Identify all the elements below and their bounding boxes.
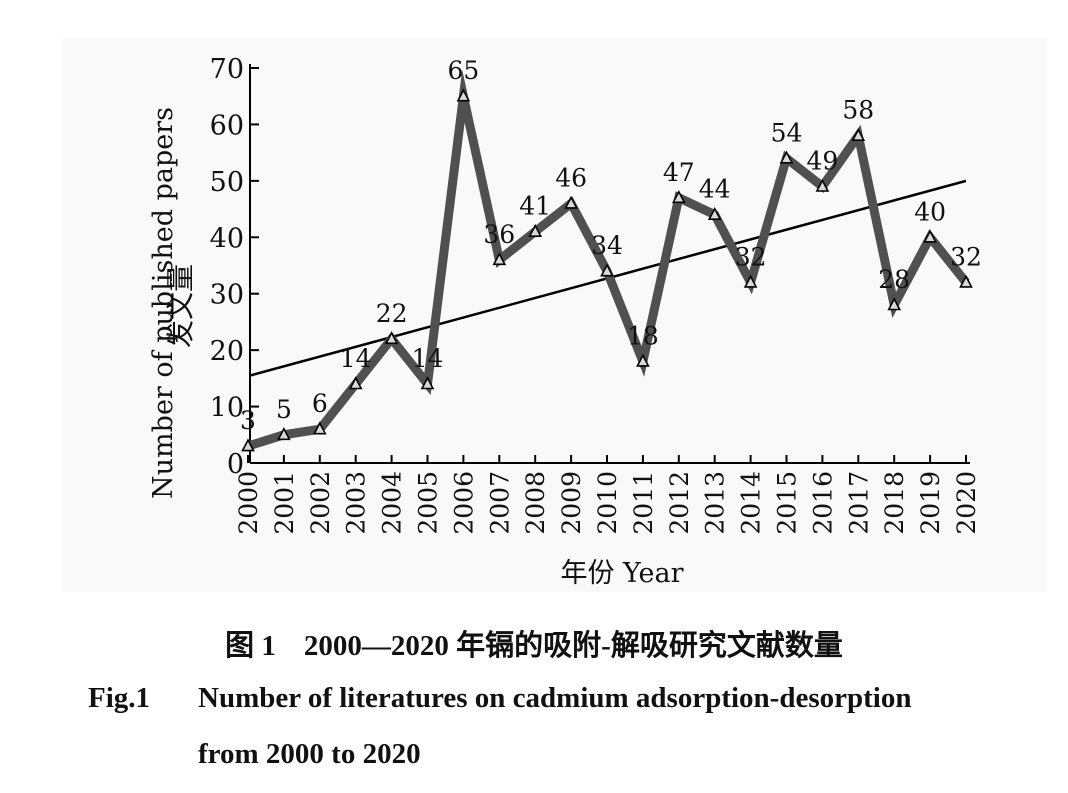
data-point-marker	[743, 274, 758, 288]
x-tick-label: 2005	[414, 471, 443, 535]
x-tick-label: 2008	[521, 471, 550, 535]
data-point-marker	[923, 229, 937, 243]
y-tick-label: 70	[210, 54, 244, 85]
caption-en-line2: from 2000 to 2020	[198, 738, 421, 770]
data-point-marker	[312, 421, 327, 435]
data-point-marker	[564, 195, 578, 209]
data-point-marker	[671, 190, 686, 204]
data-label: 32	[950, 242, 982, 271]
x-tick-label: 2000	[234, 471, 263, 535]
data-point-marker	[636, 353, 650, 367]
data-point-marker	[456, 88, 471, 102]
y-tick-label: 10	[210, 393, 244, 424]
x-axis-label: 年份 Year	[560, 558, 683, 589]
x-tick-label: 2002	[306, 471, 335, 535]
data-label: 41	[519, 192, 551, 221]
data-label: 44	[699, 175, 731, 204]
data-point-marker	[959, 274, 973, 288]
data-point-marker	[851, 127, 866, 142]
data-label: 36	[483, 220, 515, 249]
data-point-marker	[779, 150, 794, 164]
data-point-marker	[492, 252, 507, 266]
data-point-marker	[887, 297, 902, 311]
y-axis-label-cn: 发文量	[164, 264, 197, 348]
x-tick-label: 2020	[952, 471, 981, 535]
data-label: 6	[312, 389, 328, 418]
data-label: 28	[878, 265, 910, 294]
data-label: 22	[376, 299, 408, 328]
x-tick-label: 2010	[593, 471, 622, 535]
x-tick-label: 2018	[880, 471, 909, 535]
x-tick-label: 2003	[342, 471, 371, 535]
data-label: 5	[276, 395, 292, 424]
data-point-marker	[420, 376, 435, 390]
data-point-marker	[384, 331, 399, 345]
data-point-marker	[528, 223, 543, 237]
caption-cn: 图 1 2000—2020 年镉的吸附-解吸研究文献数量	[0, 622, 1068, 664]
data-point-marker	[241, 438, 255, 452]
x-tick-label: 2013	[701, 471, 730, 535]
x-tick-label: 2019	[916, 471, 945, 535]
x-tick-label: 2014	[737, 471, 766, 535]
data-label: 3	[240, 406, 256, 435]
x-tick-label: 2004	[378, 471, 407, 535]
y-axis-label: Number of published papers	[148, 107, 179, 499]
x-tick-label: 2012	[665, 471, 694, 535]
y-tick-label: 60	[210, 110, 244, 141]
data-point-marker	[707, 206, 722, 221]
x-tick-label: 2006	[449, 471, 478, 535]
caption-en-label: Fig.1	[88, 682, 151, 714]
data-label: 46	[555, 163, 587, 192]
y-tick-label: 30	[210, 280, 244, 311]
x-tick-label: 2015	[773, 471, 802, 535]
data-point-marker	[815, 178, 830, 192]
data-label: 34	[591, 231, 623, 260]
x-tick-label: 2007	[485, 471, 514, 535]
data-label: 54	[771, 118, 803, 147]
data-label: 40	[914, 197, 946, 226]
data-label: 32	[735, 242, 767, 271]
data-label: 18	[627, 321, 659, 350]
data-point-marker	[277, 427, 291, 441]
data-point-marker	[348, 376, 363, 390]
y-tick-label: 0	[227, 449, 244, 480]
marker-layer	[241, 88, 973, 452]
caption-cn-text: 2000—2020 年镉的吸附-解吸研究文献数量	[303, 630, 843, 662]
data-label: 49	[806, 147, 838, 176]
caption-cn-label: 图 1	[225, 630, 276, 662]
x-tick-label: 2009	[557, 471, 586, 535]
y-tick-label: 40	[210, 223, 244, 254]
x-tick-label: 2016	[808, 471, 837, 535]
x-tick-label: 2001	[270, 471, 299, 535]
data-label: 47	[663, 158, 695, 187]
data-label: 58	[842, 96, 874, 125]
chart-panel: 0 10 20 30 40 50 60 70 2000 2001 2002 2003 2004 2005 2…	[62, 38, 1046, 592]
y-tick-label: 50	[210, 167, 244, 198]
x-tick-label: 2011	[629, 471, 658, 535]
data-label: 14	[412, 344, 444, 373]
y-tick-label: 20	[210, 336, 244, 367]
data-label: 14	[340, 344, 372, 373]
x-tick-label: 2017	[844, 471, 873, 535]
data-label: 65	[447, 56, 479, 85]
caption-en-line1: Number of literatures on cadmium adsorpt…	[198, 682, 912, 714]
data-point-marker	[600, 263, 614, 277]
